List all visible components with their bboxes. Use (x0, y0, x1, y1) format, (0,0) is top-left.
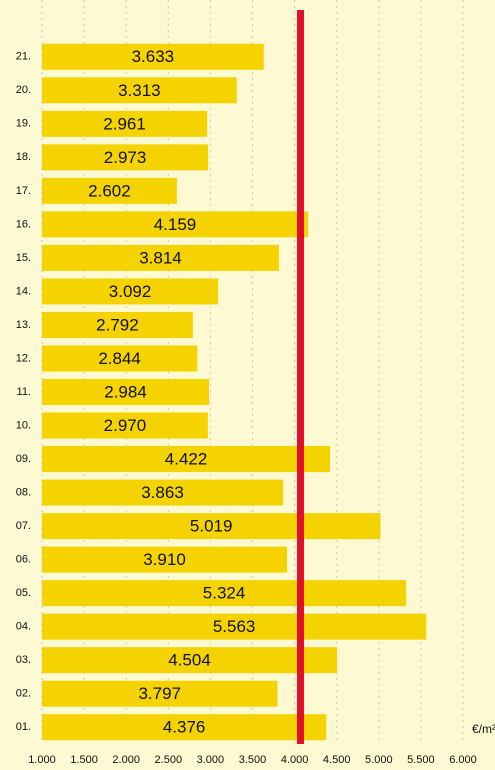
y-tick-label: 21. (16, 51, 31, 63)
value-label: 2.961 (103, 114, 146, 133)
bar (42, 311, 193, 338)
bar (42, 379, 210, 405)
x-tick-label: 5.500 (407, 754, 435, 766)
y-tick-label: 05. (16, 587, 31, 599)
bar (42, 479, 284, 506)
bar (42, 647, 338, 674)
y-tick-label: 16. (16, 218, 31, 230)
bar (42, 345, 198, 372)
value-label: 3.797 (138, 684, 181, 703)
y-tick-label: 19. (16, 118, 31, 130)
y-tick-label: 09. (16, 453, 31, 465)
y-tick-label: 04. (16, 621, 31, 633)
value-label: 4.504 (168, 651, 211, 670)
y-tick-label: 08. (16, 486, 31, 498)
value-label: 4.422 (165, 450, 208, 469)
value-label: 2.602 (88, 181, 131, 200)
value-label: 3.633 (132, 47, 175, 66)
y-tick-label: 18. (16, 151, 31, 163)
x-axis-label: €/m² (472, 722, 495, 736)
y-tick-label: 01. (16, 721, 31, 733)
value-label: 3.313 (118, 81, 161, 100)
value-label: 3.092 (109, 282, 152, 301)
value-label: 5.019 (190, 517, 233, 536)
x-tick-label: 1.500 (70, 754, 98, 766)
value-label: 3.863 (141, 483, 184, 502)
x-tick-label: 5.000 (365, 754, 393, 766)
bar (42, 211, 308, 238)
x-tick-label: 6.000 (449, 754, 477, 766)
value-label: 2.984 (104, 382, 147, 401)
y-tick-label: 20. (16, 84, 31, 96)
value-label: 4.159 (154, 215, 197, 234)
y-tick-label: 07. (16, 520, 31, 532)
x-tick-label: 3.000 (197, 754, 225, 766)
bar (42, 43, 264, 70)
y-tick-label: 14. (16, 285, 31, 297)
x-tick-label: 2.500 (155, 754, 183, 766)
y-tick-label: 15. (16, 252, 31, 264)
y-tick-label: 10. (16, 419, 31, 431)
y-tick-label: 12. (16, 352, 31, 364)
x-tick-label: 4.000 (281, 754, 309, 766)
bar (42, 613, 427, 640)
bar (42, 144, 209, 171)
bar (42, 110, 208, 137)
y-tick-label: 06. (16, 554, 31, 566)
y-tick-label: 11. (17, 386, 31, 398)
value-label: 4.376 (163, 718, 206, 737)
bar (42, 177, 177, 204)
bar (42, 680, 278, 707)
bar (42, 244, 279, 271)
bar (42, 412, 208, 439)
x-tick-label: 2.000 (112, 754, 140, 766)
bar (42, 546, 288, 573)
x-tick-label: 1.000 (28, 754, 56, 766)
value-label: 3.814 (139, 248, 182, 267)
bar (42, 513, 381, 540)
value-label: 5.324 (203, 584, 246, 603)
y-tick-label: 13. (16, 319, 31, 331)
y-tick-label: 02. (16, 688, 31, 700)
x-tick-label: 3.500 (239, 754, 267, 766)
bar (42, 714, 327, 741)
value-label: 2.792 (96, 315, 139, 334)
y-tick-label: 03. (16, 654, 31, 666)
bar (42, 278, 219, 305)
value-label: 2.844 (98, 349, 141, 368)
bar (42, 77, 237, 104)
value-label: 2.973 (104, 148, 147, 167)
bar (42, 446, 331, 473)
x-tick-label: 4.500 (323, 754, 351, 766)
value-label: 3.910 (143, 550, 186, 569)
bar (42, 580, 407, 607)
y-tick-label: 17. (16, 185, 31, 197)
value-label: 2.970 (104, 416, 147, 435)
value-label: 5.563 (213, 617, 256, 636)
